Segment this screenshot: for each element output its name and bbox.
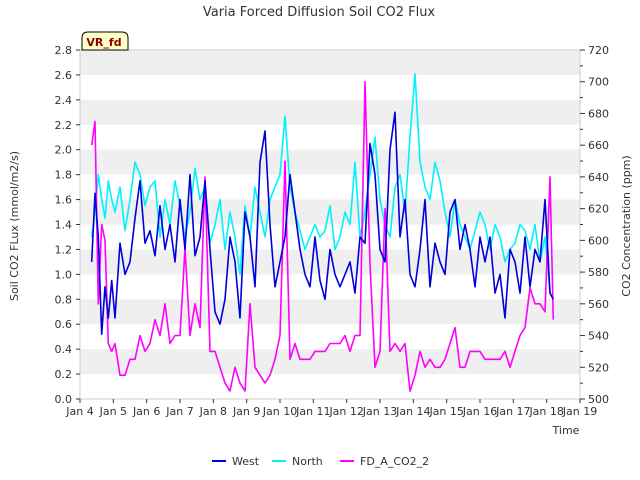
grid-band	[80, 149, 580, 175]
y-tick-label: 2.2	[55, 119, 73, 132]
y-tick-label: 2.4	[55, 94, 73, 107]
y-tick-label: 1.8	[55, 169, 73, 182]
y-axis-label-right: CO2 Concentration (ppm)	[620, 155, 633, 296]
y-tick-label: 0.6	[55, 318, 73, 331]
series-line-fd-a-co2-2	[90, 80, 555, 392]
y-axis-label-left: Soil CO2 FLux (mmol/m2/s)	[8, 151, 21, 301]
y2-tick-label: 500	[588, 393, 609, 406]
y-tick-label: 1.2	[55, 243, 73, 256]
legend-label: FD_A_CO2_2	[360, 455, 429, 468]
y-tick-label: 2.6	[55, 69, 73, 82]
x-tick-label: Jan 16	[462, 405, 497, 418]
y2-tick-label: 620	[588, 203, 609, 216]
badge-label: VR_fd	[86, 36, 121, 49]
site-badge: VR_fd	[81, 31, 129, 51]
y2-tick-label: 560	[588, 298, 609, 311]
y-axis-right: 500 520 540 560 580 600 620 640 660 680 700 720	[580, 44, 609, 406]
x-tick-label: Jan 15	[428, 405, 463, 418]
y2-tick-label: 640	[588, 171, 609, 184]
y2-tick-label: 600	[588, 234, 609, 247]
x-tick-label: Jan 4	[65, 405, 93, 418]
y-tick-label: 0.0	[55, 393, 73, 406]
x-tick-label: Jan 19	[562, 405, 597, 418]
badge-shape	[81, 31, 129, 51]
y-tick-label: 1.6	[55, 194, 73, 207]
y-tick-label: 2.8	[55, 44, 73, 57]
x-tick-label: Jan 13	[362, 405, 397, 418]
x-tick-label: Jan 10	[262, 405, 297, 418]
legend: West North FD_A_CO2_2	[212, 455, 429, 468]
x-tick-label: Jan 12	[328, 405, 363, 418]
x-tick-label: Jan 6	[132, 405, 160, 418]
plot-bands	[80, 50, 580, 375]
y2-tick-label: 680	[588, 107, 609, 120]
x-axis: Jan 4 Jan 5 Jan 6 Jan 7 Jan 8 Jan 9 Jan 10Jan …	[65, 399, 597, 418]
x-tick-label: Jan 8	[199, 405, 227, 418]
y-tick-label: 1.4	[55, 219, 73, 232]
y2-tick-label: 660	[588, 139, 609, 152]
x-tick-label: Jan 9	[232, 405, 260, 418]
chart-title: Varia Forced Diffusion Soil CO2 Flux	[203, 5, 436, 20]
y-tick-label: 0.4	[55, 343, 73, 356]
y-tick-label: 1.0	[55, 268, 73, 281]
y2-tick-label: 540	[588, 330, 609, 343]
y-axis-left: 0.0 0.2 0.4 0.6 0.8 1.0 1.2 1.4 1.6 1.8 2.0 2.2 2.4 2…	[55, 44, 80, 406]
series-layer	[90, 72, 555, 392]
grid-band	[80, 99, 580, 125]
legend-label: West	[232, 455, 260, 468]
x-tick-label: Jan 17	[495, 405, 530, 418]
y2-tick-label: 580	[588, 266, 609, 279]
series-line-west	[90, 111, 555, 336]
x-tick-label: Jan 5	[99, 405, 127, 418]
y-tick-label: 0.8	[55, 293, 73, 306]
y2-tick-label: 720	[588, 44, 609, 57]
y2-tick-label: 700	[588, 76, 609, 89]
y-tick-label: 2.0	[55, 144, 73, 157]
y-tick-label: 0.2	[55, 368, 73, 381]
grid-band	[80, 50, 580, 75]
x-tick-label: Jan 14	[395, 405, 430, 418]
x-tick-label: Jan 18	[528, 405, 563, 418]
grid-band	[80, 349, 580, 375]
x-axis-label: Time	[552, 424, 580, 437]
x-tick-label: Jan 11	[295, 405, 330, 418]
x-tick-label: Jan 7	[165, 405, 193, 418]
legend-label: North	[292, 455, 323, 468]
y2-tick-label: 520	[588, 361, 609, 374]
series-line-north	[90, 72, 555, 300]
